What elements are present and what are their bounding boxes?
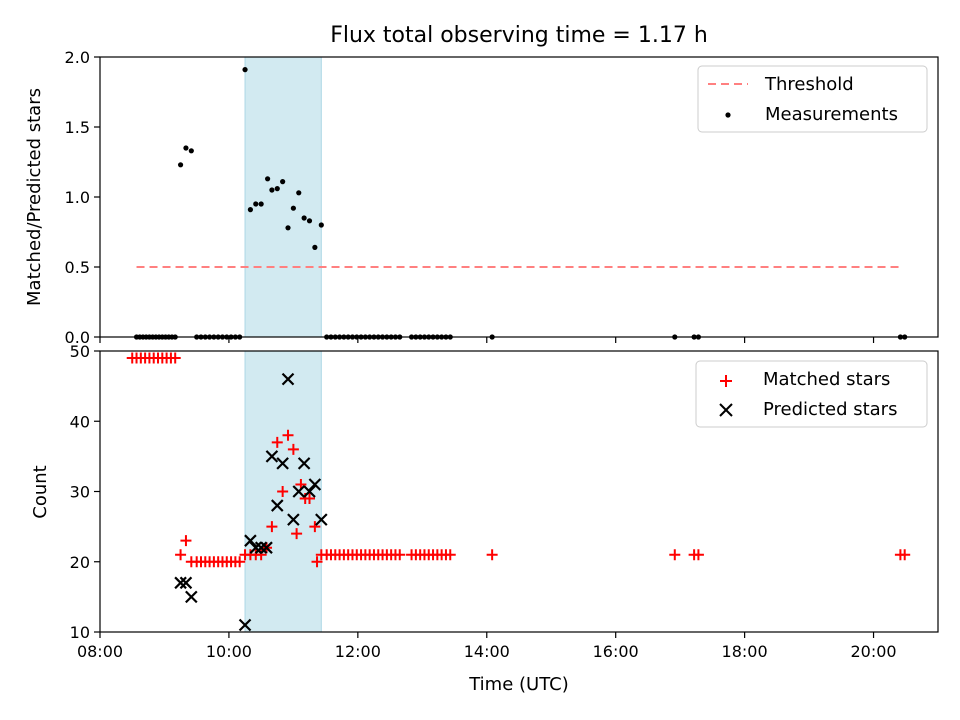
matched-star-point <box>175 549 187 561</box>
matched-star-point <box>271 436 283 448</box>
y-tick-label: 10 <box>70 623 90 642</box>
measurement-point <box>296 190 302 196</box>
y-tick-label: 40 <box>70 412 90 431</box>
matched-star-point <box>394 549 406 561</box>
y-tick-label: 30 <box>70 483 90 502</box>
y-tick-label: 1.0 <box>65 188 90 207</box>
chart-title: Flux total observing time = 1.17 h <box>330 23 708 48</box>
predicted-star-point <box>260 541 273 554</box>
x-tick-label: 12:00 <box>335 642 381 661</box>
matched-star-point <box>669 549 681 561</box>
legend-predicted-swatch <box>719 403 733 417</box>
predicted-star-point <box>174 576 187 590</box>
x-tick-label: 20:00 <box>850 642 896 661</box>
measurement-point <box>274 186 280 192</box>
measurement-point <box>247 207 254 213</box>
bottom-y-axis-label: Count <box>30 465 51 518</box>
matched-star-point <box>282 429 294 441</box>
matched-star-point <box>486 549 498 561</box>
top-legend-box <box>697 65 928 133</box>
matched-star-point <box>899 549 911 561</box>
legend-measurements-label: Measurements <box>765 104 898 125</box>
legend-threshold-label: Threshold <box>764 74 854 95</box>
matched-star-point <box>291 528 303 540</box>
measurement-point <box>285 225 291 231</box>
predicted-star-point <box>270 499 284 512</box>
y-tick-label: 2.0 <box>65 48 90 67</box>
predicted-star-point <box>265 450 279 463</box>
measurement-point <box>290 205 296 211</box>
matched-star-point <box>692 549 704 561</box>
top-legend: Threshold Measurements <box>697 65 928 133</box>
matched-star-point <box>266 521 278 533</box>
x-tick-label: 08:00 <box>77 642 123 661</box>
measurement-point <box>312 244 318 250</box>
measurement-point <box>318 222 324 228</box>
measurement-point <box>269 187 275 193</box>
y-tick-label: 0.0 <box>65 328 90 347</box>
predicted-star-point <box>281 372 295 386</box>
predicted-star-point <box>276 457 289 470</box>
top-panel: 0.00.51.01.52.0 Matched/Predicted stars … <box>24 48 939 347</box>
measurement-point <box>265 176 271 182</box>
predicted-star-point <box>303 485 316 498</box>
predicted-star-point <box>244 534 257 547</box>
x-tick-label: 18:00 <box>722 642 768 661</box>
predicted-star-point <box>287 513 300 526</box>
matched-star-point <box>169 352 181 364</box>
predicted-star-point <box>297 457 311 470</box>
y-tick-label: 0.5 <box>65 258 90 277</box>
measurement-point <box>280 179 286 185</box>
x-axis-label: Time (UTC) <box>468 674 569 695</box>
predicted-star-point <box>308 478 322 491</box>
measurement-point <box>188 148 194 154</box>
measurement-point <box>258 201 264 207</box>
legend-matched-swatch <box>720 375 732 387</box>
top-y-axis-label: Matched/Predicted stars <box>24 88 45 306</box>
x-tick-label: 10:00 <box>206 642 252 661</box>
x-tick-label: 14:00 <box>464 642 510 661</box>
matched-star-point <box>309 521 321 533</box>
bottom-panel: 10 20 30 40 50 08:00 10:00 12:00 14:00 16:00 18:0… <box>30 342 939 695</box>
measurement-point <box>301 215 307 221</box>
y-tick-label: 20 <box>70 553 90 572</box>
predicted-star-point <box>179 576 193 590</box>
matched-star-point <box>287 443 299 455</box>
matched-star-point <box>277 486 289 497</box>
legend-measurements-swatch <box>725 112 731 118</box>
predicted-star-point <box>249 541 263 554</box>
matched-star-point <box>180 535 192 547</box>
matched-star-point <box>304 493 315 505</box>
predicted-star-point <box>238 618 252 632</box>
matched-star-point <box>255 549 267 561</box>
predicted-star-point <box>254 541 268 554</box>
bottom-legend: Matched stars Predicted stars <box>695 360 928 428</box>
bottom-legend-box <box>695 360 928 428</box>
measurement-point <box>306 218 313 224</box>
measurement-point <box>253 201 259 207</box>
predicted-star-point <box>315 513 328 526</box>
measurement-point <box>242 67 248 73</box>
x-tick-label: 16:00 <box>593 642 639 661</box>
matched-star-point <box>311 556 323 568</box>
legend-predicted-label: Predicted stars <box>763 399 897 420</box>
measurement-point <box>177 162 184 168</box>
predicted-star-point <box>185 590 198 604</box>
measurement-point <box>183 145 189 151</box>
y-tick-label: 1.5 <box>65 118 90 137</box>
legend-matched-label: Matched stars <box>763 369 890 390</box>
predicted-star-point <box>292 485 306 498</box>
y-tick-label: 50 <box>70 342 90 361</box>
matched-star-point <box>444 549 456 561</box>
matched-star-point <box>234 556 246 568</box>
observing-span <box>244 56 322 338</box>
